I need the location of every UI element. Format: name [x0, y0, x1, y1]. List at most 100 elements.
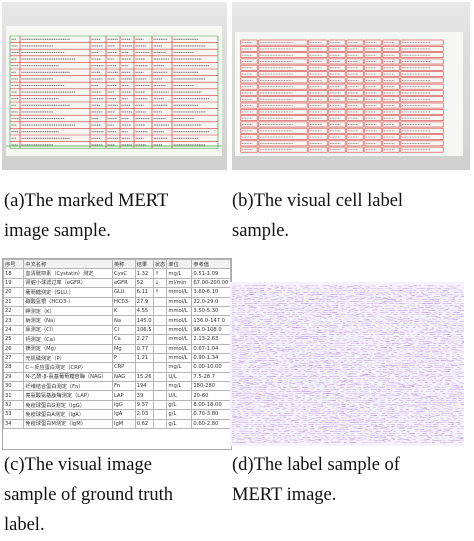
- label-mark: [241, 294, 247, 296]
- table-row: 21 碳酸氢根（HCO3-） HC03- 27.9 mmol/L 22.0-29.0: [3, 296, 231, 307]
- label-mark: [405, 408, 409, 411]
- table-cell: Mg: [111, 343, 136, 354]
- label-mark: [242, 425, 248, 428]
- label-mark: [427, 428, 432, 430]
- label-mark: [319, 351, 327, 353]
- label-mark: [291, 313, 298, 315]
- label-mark: [231, 413, 235, 415]
- label-mark: [458, 419, 461, 421]
- label-mark: [437, 287, 442, 290]
- label-mark: [357, 428, 364, 430]
- label-mark: [372, 309, 377, 311]
- label-mark: [433, 423, 439, 425]
- cell-label-box: [364, 102, 382, 109]
- label-mark: [357, 368, 362, 370]
- label-mark: [391, 344, 394, 346]
- label-mark: [443, 408, 448, 410]
- cell-label-box: [328, 90, 346, 96]
- label-mark: [458, 290, 463, 292]
- label-mark: [360, 406, 364, 409]
- label-mark: [347, 345, 353, 347]
- table-cell: mmol/L: [166, 287, 193, 298]
- label-mark: [408, 285, 413, 287]
- label-mark: [261, 439, 267, 441]
- label-mark: [255, 311, 259, 313]
- label-mark: [341, 405, 346, 408]
- label-mark: [267, 356, 271, 358]
- label-mark: [345, 351, 349, 353]
- cell-label-box: [308, 90, 328, 96]
- table-cell: mg/L: [166, 268, 193, 279]
- label-mark: [412, 382, 417, 384]
- label-mark: [401, 362, 409, 364]
- label-mark: [383, 367, 388, 369]
- label-mark: [359, 434, 364, 436]
- cell-label-box: [364, 115, 382, 121]
- label-mark: [246, 391, 251, 393]
- label-mark: [401, 424, 405, 426]
- label-mark: [368, 382, 372, 384]
- label-mark: [323, 351, 328, 353]
- label-mark: [294, 337, 301, 340]
- label-mark: [333, 380, 339, 382]
- label-mark: [299, 441, 303, 443]
- label-mark: [445, 404, 453, 406]
- table-cell: [152, 381, 168, 392]
- label-mark: [450, 375, 454, 378]
- cell-label-box: [240, 39, 258, 46]
- label-mark: [325, 360, 329, 362]
- cell-label-box: [382, 121, 400, 128]
- label-mark: [245, 316, 249, 318]
- label-mark: [334, 329, 337, 331]
- label-mark: [322, 338, 327, 340]
- label-mark: [284, 325, 291, 327]
- label-mark: [370, 334, 374, 336]
- label-mark: [459, 415, 464, 417]
- table-cell: mmol/L: [166, 305, 193, 317]
- label-mark: [435, 360, 440, 362]
- label-mark: [347, 375, 353, 377]
- label-mark: [328, 331, 335, 333]
- label-mark: [421, 425, 428, 428]
- label-mark: [279, 331, 286, 333]
- label-mark: [349, 379, 354, 381]
- label-mark: [326, 296, 333, 298]
- label-mark: [333, 393, 339, 395]
- label-mark: [294, 386, 300, 388]
- cell-label-box: [400, 83, 444, 90]
- label-mark: [251, 331, 257, 333]
- label-mark: [318, 289, 322, 291]
- label-mark: [297, 312, 305, 314]
- label-mark: [258, 423, 263, 425]
- table-cell: 0.60-2.80: [191, 418, 231, 430]
- label-mark: [319, 357, 326, 359]
- label-mark: [238, 370, 243, 373]
- label-mark: [336, 406, 342, 409]
- label-mark: [290, 402, 293, 404]
- label-mark: [307, 360, 313, 362]
- label-mark: [394, 327, 399, 329]
- label-mark: [301, 316, 308, 318]
- label-mark: [231, 300, 238, 302]
- table-cell: 27: [3, 352, 25, 364]
- table-cell: 1.32: [134, 268, 154, 279]
- table-cell: mmol/L: [166, 352, 193, 364]
- cell-label-box: [346, 140, 364, 147]
- label-mark: [358, 433, 364, 435]
- label-mark: [367, 346, 371, 348]
- cell-label-box: [308, 83, 328, 90]
- label-mark: [319, 322, 324, 324]
- label-mark: [389, 430, 393, 432]
- label-mark: [448, 315, 452, 318]
- label-mark: [422, 364, 425, 367]
- label-mark: [450, 435, 455, 437]
- label-mark: [370, 424, 378, 426]
- label-mark: [321, 414, 327, 417]
- label-mark: [342, 315, 345, 318]
- label-mark: [263, 391, 267, 393]
- label-mark: [267, 289, 271, 291]
- label-mark: [420, 389, 424, 391]
- label-mark: [256, 285, 262, 287]
- label-mark: [263, 298, 268, 300]
- label-mark: [383, 325, 387, 327]
